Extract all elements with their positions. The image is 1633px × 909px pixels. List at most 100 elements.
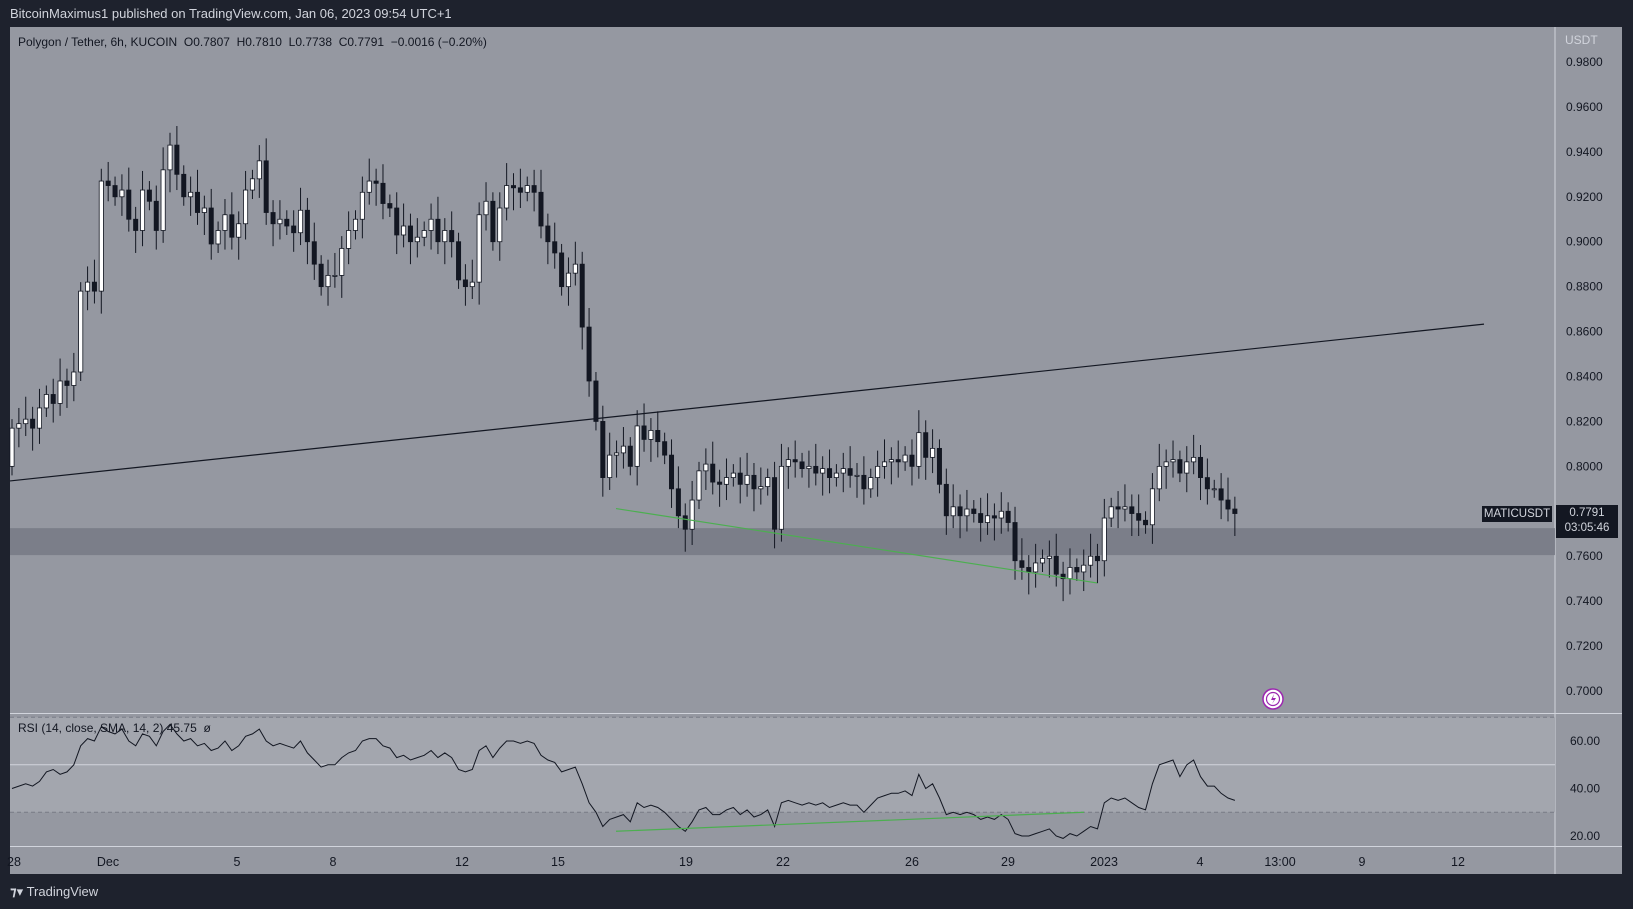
price-tick-label: 0.9800 — [1566, 55, 1603, 69]
price-tick-label: 0.8400 — [1566, 370, 1603, 384]
candle-up — [167, 144, 173, 171]
rsi-legend[interactable]: RSI (14, close, SMA, 14, 2) 45.75 ø — [18, 721, 211, 735]
candle-down — [813, 465, 819, 474]
candle — [263, 138, 269, 225]
open-value: 0.7807 — [193, 35, 230, 49]
candle-down — [1060, 573, 1066, 580]
candle — [428, 203, 434, 250]
candle-up — [497, 207, 503, 243]
candle — [833, 464, 839, 487]
candle — [325, 259, 331, 306]
candle — [490, 192, 496, 251]
candle-down — [827, 468, 833, 478]
candle-up — [43, 394, 49, 409]
candle-down — [1005, 510, 1011, 523]
candle-up — [236, 223, 242, 238]
candle-down — [1129, 506, 1135, 514]
candle — [160, 147, 166, 243]
candle — [167, 132, 173, 193]
candle — [923, 420, 929, 480]
candle — [339, 236, 345, 298]
candle-up — [85, 281, 91, 292]
rsi-divergence-line[interactable] — [615, 811, 1085, 832]
candle-up — [758, 486, 764, 490]
candle — [1198, 445, 1204, 501]
candle-up — [820, 468, 826, 474]
candle-down — [669, 454, 675, 490]
price-pane[interactable] — [10, 27, 1555, 713]
candle-up — [119, 189, 125, 198]
candle-up — [476, 214, 482, 283]
candle-up — [9, 427, 15, 467]
price-axis[interactable] — [1555, 27, 1622, 874]
candle-up — [565, 272, 571, 288]
candle — [462, 264, 468, 306]
candle-down — [847, 468, 853, 476]
candle — [188, 176, 194, 216]
candle — [236, 211, 242, 260]
candle-down — [655, 430, 661, 443]
candle-up — [1046, 555, 1052, 559]
rsi-label: RSI (14, close, SMA, 14, 2) — [18, 721, 164, 735]
candle-down — [923, 432, 929, 458]
candle-down — [394, 207, 400, 236]
candle — [669, 439, 675, 508]
candle-down — [91, 281, 97, 292]
candle — [902, 446, 908, 471]
chart-legend[interactable]: Polygon / Tether, 6h, KUCOIN O0.7807 H0.… — [18, 35, 487, 49]
candle — [586, 307, 592, 397]
candle-down — [662, 441, 668, 456]
candle — [270, 200, 276, 247]
candle-up — [401, 225, 407, 236]
candle — [600, 405, 606, 497]
time-axis[interactable] — [10, 846, 1555, 874]
time-tick-label: 12 — [455, 855, 469, 869]
candle — [1191, 434, 1197, 475]
candle-up — [765, 477, 771, 487]
candle — [23, 396, 29, 437]
candle — [737, 457, 743, 504]
candle-down — [270, 212, 276, 225]
candle-down — [181, 173, 187, 198]
candle-up — [366, 180, 372, 193]
candle — [380, 164, 386, 220]
candle — [133, 206, 139, 253]
time-tick-label: 4 — [1197, 855, 1204, 869]
time-tick-label: 12 — [1451, 855, 1465, 869]
high-value: 0.7810 — [245, 35, 282, 49]
candle — [778, 443, 784, 542]
candle-up — [1067, 567, 1073, 580]
candle-up — [243, 189, 249, 225]
candle-up — [620, 445, 626, 454]
candle-up — [428, 218, 434, 231]
candle-down — [682, 515, 688, 530]
ascending-trendline[interactable] — [9, 323, 1485, 482]
candle-up — [36, 407, 42, 429]
candle — [957, 494, 963, 539]
candle-up — [16, 423, 22, 429]
candle-down — [1177, 459, 1183, 474]
candle — [1156, 443, 1162, 502]
lightning-icon[interactable] — [1262, 688, 1284, 710]
candle — [847, 446, 853, 488]
candle-up — [1184, 461, 1190, 474]
candle — [421, 221, 427, 247]
candle-down — [263, 160, 269, 213]
candle — [1046, 540, 1052, 578]
candle-down — [373, 180, 379, 184]
candle-down — [717, 481, 723, 485]
time-tick-label: 9 — [1359, 855, 1366, 869]
candle-up — [332, 275, 338, 277]
candle-down — [675, 488, 681, 517]
candle — [222, 199, 228, 250]
time-tick-label: 5 — [234, 855, 241, 869]
candle — [1040, 549, 1046, 572]
candle — [1232, 496, 1238, 536]
candle-up — [689, 499, 695, 530]
candle — [792, 440, 798, 478]
candle — [91, 259, 97, 304]
tradingview-logo[interactable]: ⁊▾ TradingView — [10, 884, 98, 900]
price-divergence-line[interactable] — [615, 507, 1098, 584]
candle — [181, 165, 187, 206]
